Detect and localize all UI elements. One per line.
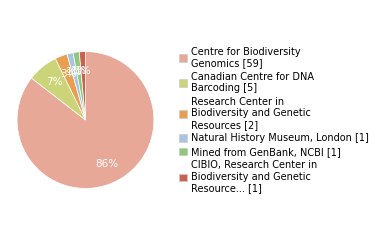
Text: 3%: 3% <box>60 69 76 79</box>
Legend: Centre for Biodiversity
Genomics [59], Canadian Centre for DNA
Barcoding [5], Re: Centre for Biodiversity Genomics [59], C… <box>179 47 369 193</box>
Wedge shape <box>67 53 86 120</box>
Wedge shape <box>17 52 154 188</box>
Text: 86%: 86% <box>96 159 119 169</box>
Wedge shape <box>73 52 86 120</box>
Text: 7%: 7% <box>46 77 63 87</box>
Wedge shape <box>79 52 86 120</box>
Wedge shape <box>32 59 86 120</box>
Text: 1%: 1% <box>75 66 92 76</box>
Text: 1%: 1% <box>66 67 82 77</box>
Wedge shape <box>55 54 86 120</box>
Text: 1%: 1% <box>71 66 87 76</box>
